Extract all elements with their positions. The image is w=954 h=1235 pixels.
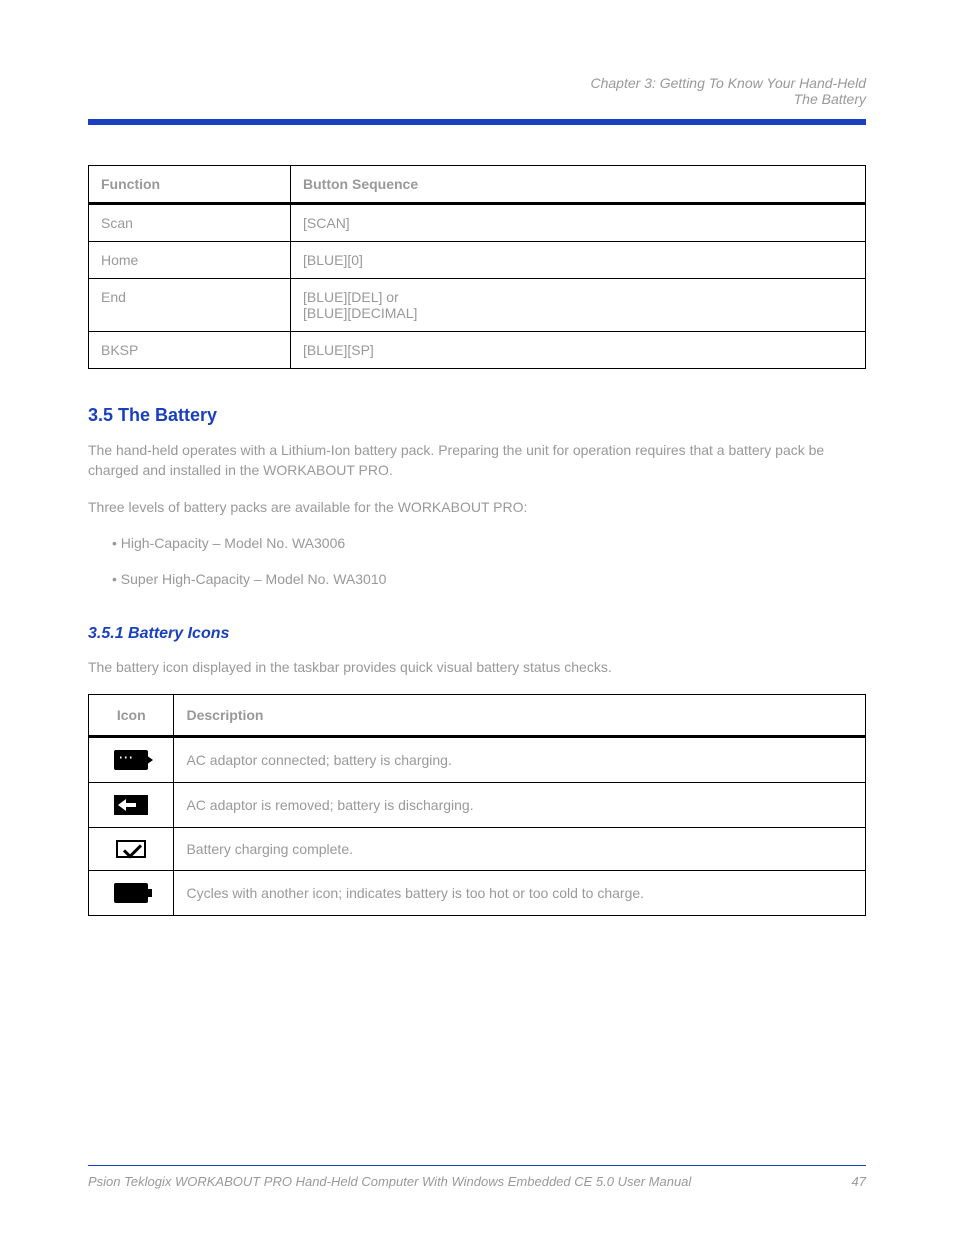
- body-bullet: • Super High-Capacity – Model No. WA3010: [88, 569, 866, 589]
- table-row: End [BLUE][DEL] or[BLUE][DECIMAL]: [89, 279, 866, 332]
- header-divider: [88, 119, 866, 125]
- page-header-breadcrumb: Chapter 3: Getting To Know Your Hand-Hel…: [88, 75, 866, 107]
- body-paragraph: Three levels of battery packs are availa…: [88, 497, 866, 517]
- cell-desc: AC adaptor is removed; battery is discha…: [174, 782, 866, 827]
- table-row: Battery charging complete.: [89, 827, 866, 870]
- battery-complete-icon: [116, 840, 146, 858]
- cell-fn: End: [89, 279, 291, 332]
- battery-charging-icon: [114, 750, 148, 770]
- button-sequence-table: Function Button Sequence Scan [SCAN] Hom…: [88, 165, 866, 369]
- battery-discharging-icon: [114, 795, 148, 815]
- section-title-battery: 3.5 The Battery: [88, 405, 866, 426]
- cell-desc: Battery charging complete.: [174, 827, 866, 870]
- table-row: AC adaptor connected; battery is chargin…: [89, 736, 866, 782]
- table2-header-icon: Icon: [89, 694, 174, 736]
- table1-header-function: Function: [89, 166, 291, 204]
- cell-seq: [SCAN]: [291, 204, 866, 242]
- cell-fn: Scan: [89, 204, 291, 242]
- cell-seq: [BLUE][0]: [291, 242, 866, 279]
- table-row: BKSP [BLUE][SP]: [89, 332, 866, 369]
- cell-seq: [BLUE][DEL] or[BLUE][DECIMAL]: [291, 279, 866, 332]
- cell-desc: AC adaptor connected; battery is chargin…: [174, 736, 866, 782]
- body-paragraph: The hand-held operates with a Lithium-Io…: [88, 440, 866, 481]
- table-row: Scan [SCAN]: [89, 204, 866, 242]
- bullet-text: High-Capacity – Model No. WA3006: [121, 535, 345, 551]
- page-footer: Psion Teklogix WORKABOUT PRO Hand-Held C…: [88, 1165, 866, 1189]
- footer-page-number: 47: [852, 1174, 866, 1189]
- subsection-title-battery-icons: 3.5.1 Battery Icons: [88, 625, 866, 643]
- table-row: Home [BLUE][0]: [89, 242, 866, 279]
- cell-icon: [89, 827, 174, 870]
- footer-divider: [88, 1165, 866, 1166]
- cell-seq: [BLUE][SP]: [291, 332, 866, 369]
- cell-icon: [89, 736, 174, 782]
- cell-desc: Cycles with another icon; indicates batt…: [174, 871, 866, 916]
- battery-temp-icon: [114, 883, 148, 903]
- table2-header-desc: Description: [174, 694, 866, 736]
- table-row: Cycles with another icon; indicates batt…: [89, 871, 866, 916]
- bullet-text: Super High-Capacity – Model No. WA3010: [121, 571, 387, 587]
- body-bullet: • High-Capacity – Model No. WA3006: [88, 533, 866, 553]
- table1-header-sequence: Button Sequence: [291, 166, 866, 204]
- cell-fn: BKSP: [89, 332, 291, 369]
- footer-text-left: Psion Teklogix WORKABOUT PRO Hand-Held C…: [88, 1174, 691, 1189]
- battery-icon-table: Icon Description AC adaptor connected; b…: [88, 694, 866, 916]
- body-paragraph: The battery icon displayed in the taskba…: [88, 657, 866, 677]
- cell-icon: [89, 782, 174, 827]
- table-row: AC adaptor is removed; battery is discha…: [89, 782, 866, 827]
- cell-icon: [89, 871, 174, 916]
- cell-fn: Home: [89, 242, 291, 279]
